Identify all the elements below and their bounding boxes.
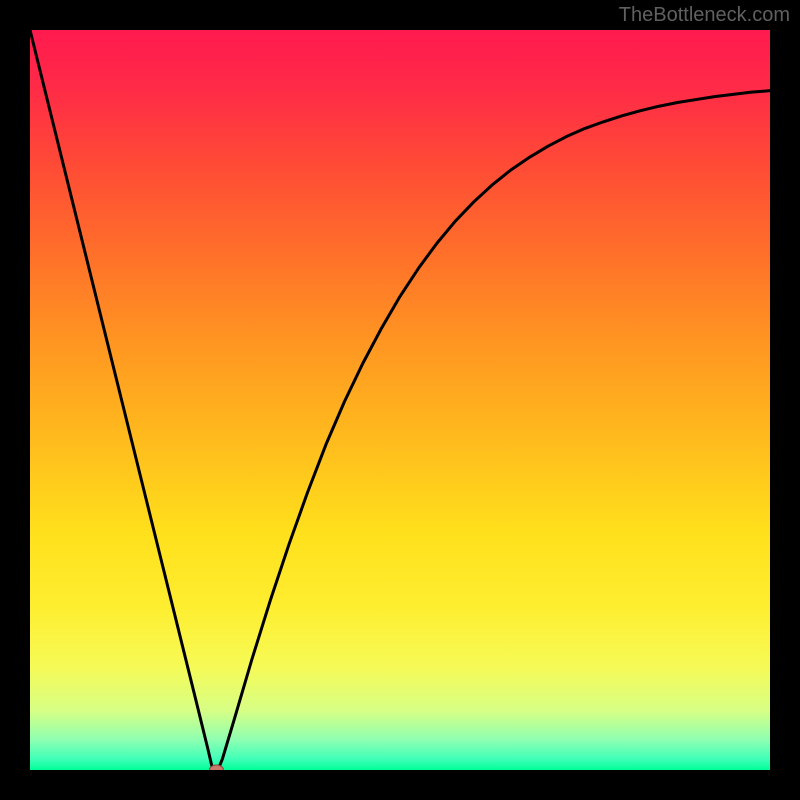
watermark-text: TheBottleneck.com [619,4,790,27]
chart-svg [30,30,770,770]
gradient-background [30,30,770,770]
chart-container: TheBottleneck.com [0,0,800,800]
plot-area [30,30,770,770]
